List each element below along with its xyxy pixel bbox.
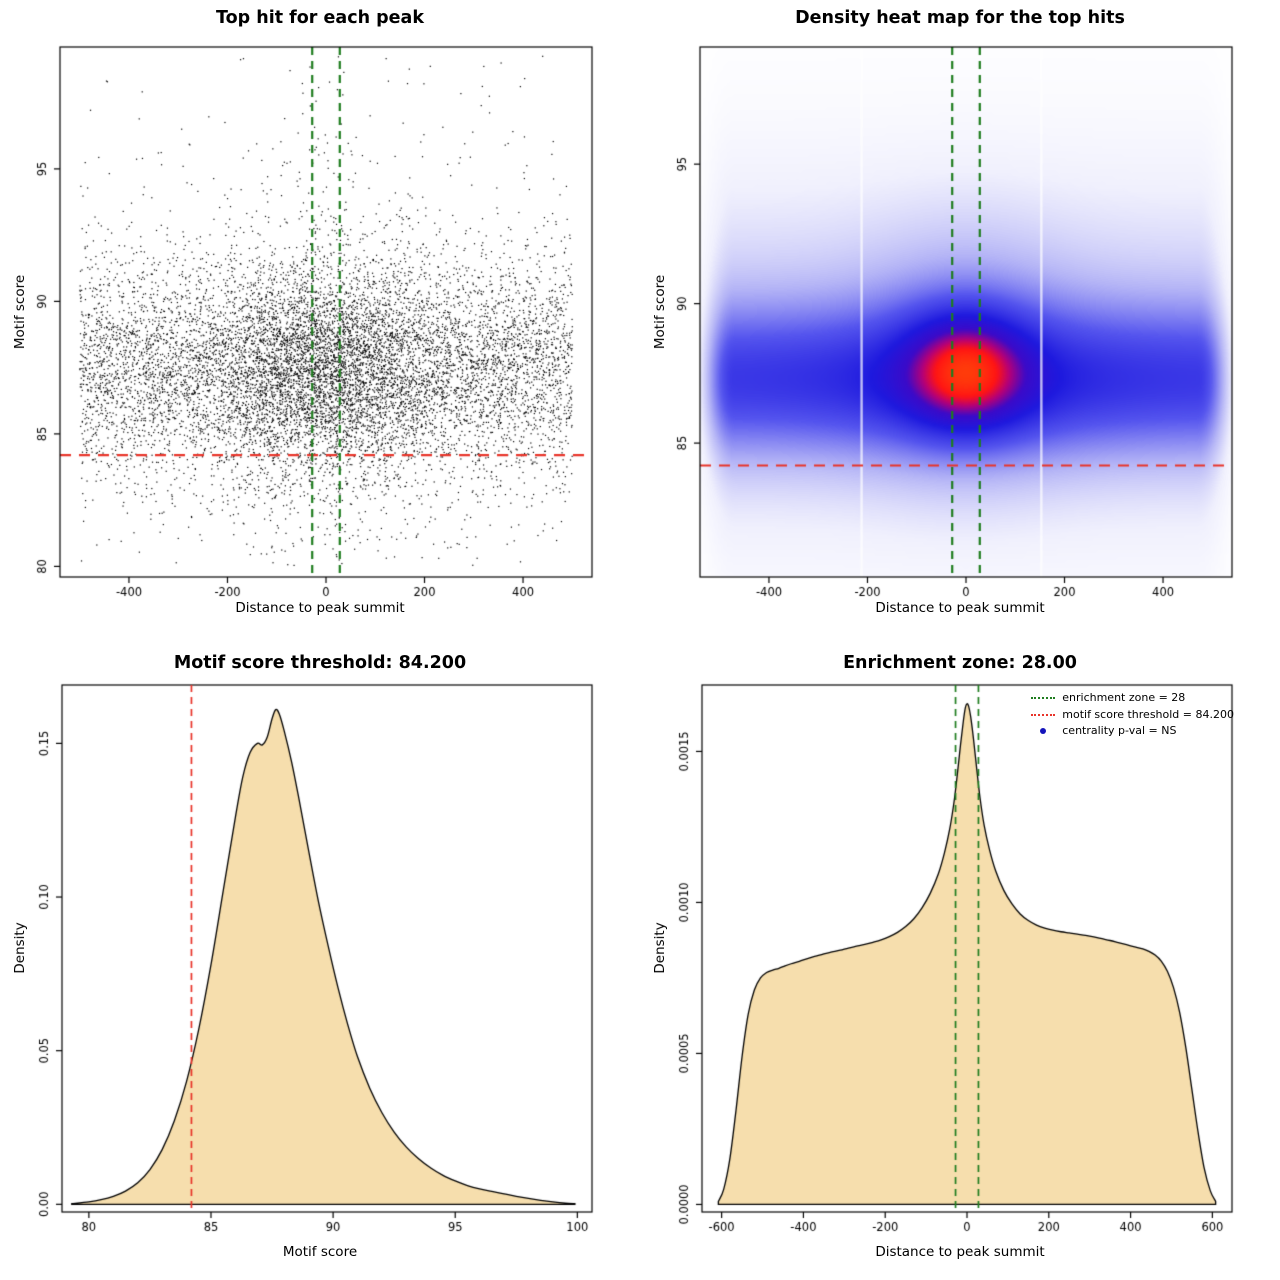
x-axis-label: Motif score: [282, 1244, 358, 1260]
chart-title: Density heat map for the top hits: [795, 8, 1125, 28]
panel-top-hits-scatter: Top hit for each peak Distance to peak s…: [0, 0, 640, 640]
y-axis-label: Motif score: [652, 274, 668, 350]
red-dotted-line-icon: [1031, 713, 1056, 716]
legend-label: centrality p-val = NS: [1062, 724, 1177, 737]
legend-label: enrichment zone = 28: [1062, 691, 1186, 704]
distance-density-canvas: [640, 640, 1280, 1280]
panel-density-heatmap: Density heat map for the top hits Distan…: [640, 0, 1280, 640]
y-axis-label: Motif score: [12, 274, 28, 350]
legend-item-centrality-pval: centrality p-val = NS: [1031, 723, 1234, 740]
chart-title: Top hit for each peak: [216, 8, 424, 28]
y-axis-label: Density: [652, 922, 668, 974]
x-axis-label: Distance to peak summit: [875, 1244, 1045, 1260]
scatter-plot-canvas: [0, 0, 640, 640]
green-dotted-line-icon: [1031, 697, 1056, 700]
legend-label: motif score threshold = 84.200: [1062, 707, 1234, 721]
chart-title: Enrichment zone: 28.00: [843, 653, 1077, 673]
blue-point-icon: [1040, 728, 1047, 735]
panel-distance-density: Enrichment zone: 28.00 Distance to peak …: [640, 640, 1280, 1280]
heatmap-canvas: [640, 0, 1280, 640]
panel-motif-score-density: Motif score threshold: 84.200 Motif scor…: [0, 640, 640, 1280]
x-axis-label: Distance to peak summit: [875, 600, 1045, 616]
score-density-canvas: [0, 640, 640, 1280]
y-axis-label: Density: [12, 922, 28, 974]
chart-title: Motif score threshold: 84.200: [173, 653, 467, 673]
legend-item-motif-threshold: motif score threshold = 84.200: [1031, 707, 1234, 724]
x-axis-label: Distance to peak summit: [235, 600, 405, 616]
legend-item-enrichment-zone: enrichment zone = 28: [1031, 690, 1234, 707]
legend: enrichment zone = 28 motif score thresho…: [1031, 690, 1234, 740]
